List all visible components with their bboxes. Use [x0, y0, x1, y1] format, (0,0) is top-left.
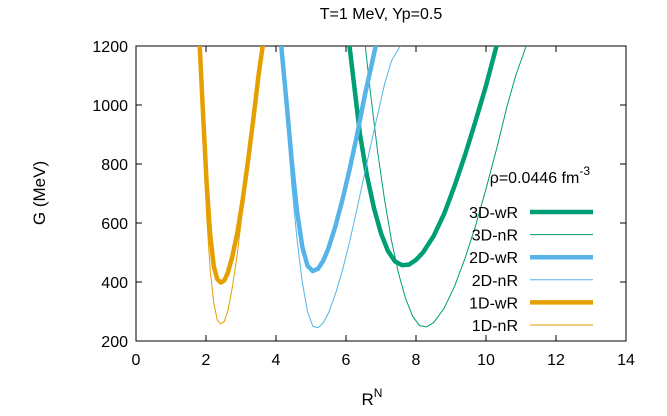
y-tick-label: 400: [101, 275, 128, 292]
legend: 3D-wR 3D-nR 2D-wR 2D-nR 1D-wR 1D-nR: [469, 205, 593, 335]
x-tick-label: 8: [412, 352, 421, 369]
y-axis-title: G (MeV): [30, 161, 49, 225]
density-annotation-base: ρ=0.0446 fm: [490, 170, 580, 187]
x-tick-label: 0: [132, 352, 141, 369]
y-tick-label: 1000: [92, 98, 128, 115]
y-tick-label: 600: [101, 216, 128, 233]
density-annotation-superscript: -3: [579, 164, 590, 178]
y-tick-label: 800: [101, 157, 128, 174]
x-tick-label: 2: [202, 352, 211, 369]
series-lines: [197, 46, 527, 329]
y-tick-label: 1200: [92, 39, 128, 56]
x-axis-title-base: R: [362, 390, 374, 409]
x-tick-label: 12: [547, 352, 565, 369]
x-tick-label: 6: [342, 352, 351, 369]
legend-label-1d-nr: 1D-nR: [472, 318, 518, 335]
x-axis-title: RN: [362, 386, 383, 409]
x-axis-title-superscript: N: [374, 386, 383, 400]
plot-frame: [135, 45, 627, 342]
x-tick-label: 10: [477, 352, 495, 369]
x-tick-label: 4: [272, 352, 281, 369]
series-line-3d-wr: [347, 46, 499, 268]
legend-label-3d-wr: 3D-wR: [469, 205, 518, 222]
legend-label-2d-wr: 2D-wR: [469, 250, 518, 267]
density-annotation: ρ=0.0446 fm-3: [490, 164, 591, 187]
chart-title: T=1 MeV, Yp=0.5: [320, 6, 443, 23]
axis-ticks: 0 2 4 6 8 10 12 14 200 400 600 800 1000 1200: [92, 39, 635, 369]
legend-label-1d-wr: 1D-wR: [469, 295, 518, 312]
x-tick-label: 14: [617, 352, 635, 369]
y-tick-label: 200: [101, 334, 128, 351]
series-line-2d-wr: [279, 46, 378, 274]
series-line-1d-nr: [199, 46, 264, 325]
series-line-2d-nr: [280, 46, 401, 329]
plot-axes: [135, 45, 627, 342]
legend-label-3d-nr: 3D-nR: [472, 228, 518, 245]
series-line-3d-nr: [364, 46, 527, 328]
legend-label-2d-nr: 2D-nR: [472, 273, 518, 290]
